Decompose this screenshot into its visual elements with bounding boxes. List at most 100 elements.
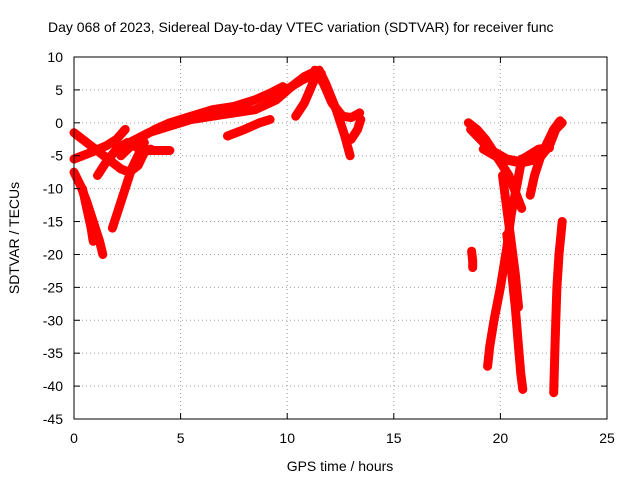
data-point [322,86,330,94]
data-point [132,135,140,143]
data-point [125,139,133,147]
data-point [471,130,479,138]
data-point [159,124,167,132]
data-point [554,270,562,278]
y-tick-label: -25 [43,279,63,295]
series-arc-4 [69,124,130,164]
data-point [496,283,504,291]
data-point [235,128,243,136]
data-point [489,323,497,331]
data-point [500,264,508,272]
data-point [551,336,559,344]
data-point [503,204,511,212]
data-point [111,218,119,226]
data-point [88,231,96,239]
data-point [491,310,499,318]
data-point [515,349,523,357]
data-point [533,165,541,173]
data-point [121,125,129,133]
data-point [107,139,115,147]
data-point [494,297,502,305]
data-point [510,198,518,206]
data-point [499,171,507,179]
data-point [128,165,136,173]
data-point [553,290,561,298]
data-point [187,116,195,124]
data-point [552,316,560,324]
data-point [309,71,317,79]
data-point [508,277,516,285]
data-point [125,171,133,179]
data-point [201,113,209,121]
data-point [98,165,106,173]
data-point [76,153,84,161]
data-point [540,145,548,153]
ticks: 0 5 10 15 20 25 10 5 0 -5 -10 -15 -20 -25 -30 -35 -40 -45 [43,49,615,446]
data-point [510,290,518,298]
data-layer [69,65,567,398]
data-point [258,102,266,110]
data-point [166,146,174,154]
data-point [160,146,168,154]
chart-title: Day 068 of 2023, Sidereal Day-to-day VTE… [48,19,554,35]
data-point [505,157,513,165]
y-tick-label: -5 [51,148,64,164]
data-point [97,244,105,252]
data-point [341,132,349,140]
data-point [298,76,306,84]
data-point [557,231,565,239]
x-tick-label: 10 [279,430,295,446]
data-point [328,99,336,107]
data-point [513,329,521,337]
data-point [505,244,513,252]
x-tick-label: 20 [493,430,509,446]
data-point [108,224,116,232]
data-point [73,175,81,183]
data-point [551,349,559,357]
data-point [107,152,115,160]
data-point [216,111,224,119]
data-point [357,116,365,124]
data-point [504,237,512,245]
data-point [550,389,558,397]
y-axis-label: SDTVAR / TECUs [6,182,22,294]
data-point [499,178,507,186]
data-point [102,158,110,166]
data-point [87,148,95,156]
y-tick-label: -20 [43,246,63,262]
data-point [514,336,522,344]
x-axis-label: GPS time / hours [287,458,394,474]
data-point [491,152,499,160]
data-point [529,178,537,186]
data-point [500,185,508,193]
data-point [550,382,558,390]
data-point [553,283,561,291]
data-point [230,109,238,117]
data-point [519,385,527,393]
data-point [496,155,504,163]
data-point [248,122,256,130]
data-point [89,237,97,245]
data-point [81,151,89,159]
data-point [325,92,333,100]
data-point [490,316,498,324]
data-point [476,135,484,143]
data-point [484,362,492,370]
data-point [503,231,511,239]
data-point [251,96,259,104]
data-point [303,92,311,100]
data-point [251,106,259,114]
data-point [502,198,510,206]
data-point [550,362,558,370]
x-tick-label: 15 [386,430,402,446]
data-point [224,132,232,140]
data-point [79,185,87,193]
data-point [506,257,514,265]
data-point [512,185,520,193]
x-tick-label: 0 [70,430,78,446]
data-point [118,142,126,150]
data-point [259,92,267,100]
data-point [145,129,153,137]
y-tick-label: -30 [43,312,63,328]
data-point [558,218,566,226]
